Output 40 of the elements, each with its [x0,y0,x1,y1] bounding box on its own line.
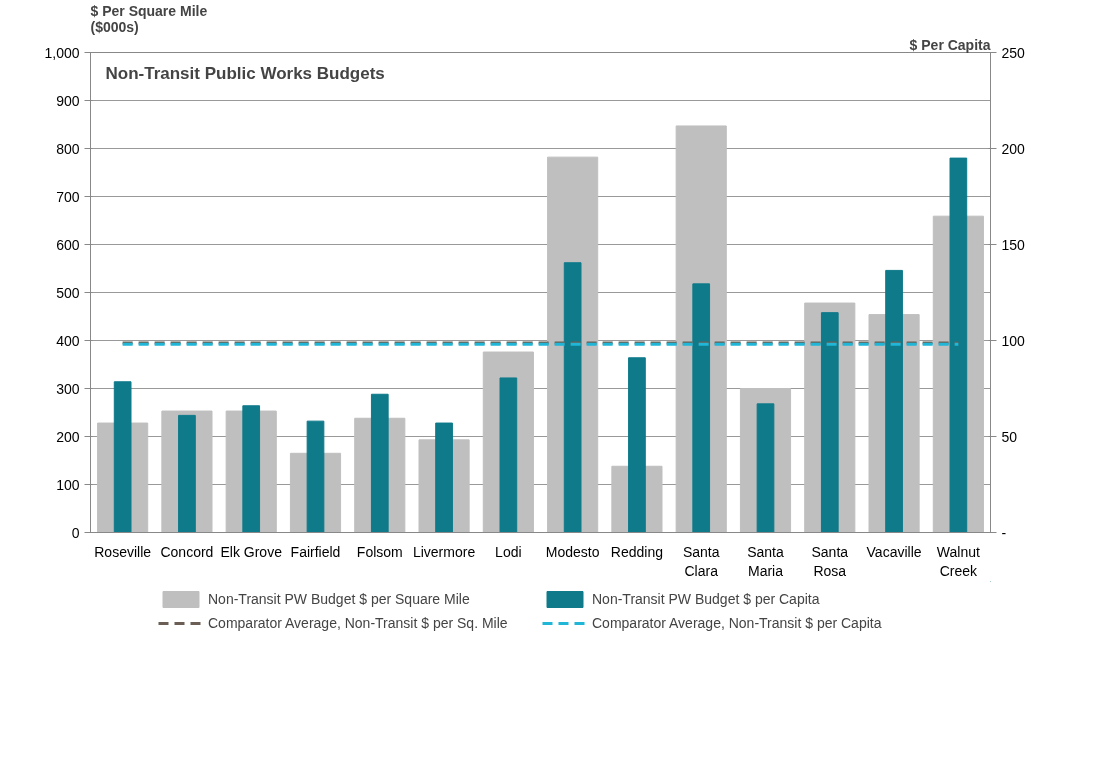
x-tick-label: Vacaville [866,543,922,560]
y-tick-label: 900 [56,92,80,109]
x-tick-label: Walnut Creek [936,543,980,579]
legend-label: Comparator Average, Non-Transit $ per Sq. Mile [208,615,509,631]
y2-tick-label: 150 [1001,236,1026,253]
y2-tick-label: 50 [1001,428,1018,445]
legend-label: Non-Transit PW Budget $ per Square Mile [208,591,471,607]
x-tick-label: Elk Grove [220,543,283,560]
y2-tick-label: 200 [1001,140,1026,157]
x-tick-label: Modesto [545,543,600,560]
y-axis-title: $ Per Square Mile ($000s) [90,2,208,35]
y2-tick-label: - [1001,524,1007,541]
x-tick-label: Santa Maria [747,543,785,579]
y-tick-label: 800 [56,140,80,157]
y-tick-label: 300 [56,380,80,397]
legend-label: Comparator Average, Non-Transit $ per Capita [592,615,883,631]
y2-tick-label: 100 [1001,332,1026,349]
x-tick-label: Lodi [495,543,522,560]
bar [563,262,582,533]
x-tick-label: Santa Rosa [811,543,849,579]
y-tick-label: 600 [56,236,80,253]
bar [692,283,711,533]
x-tick-label: Fairfield [290,543,341,560]
y-tick-label: 200 [56,428,80,445]
y-tick-label: 400 [56,332,80,349]
y-tick-label: 1,000 [44,44,80,61]
y2-axis-title: $ Per Capita [909,36,991,53]
text: Non-Transit Public Works Budgets [105,63,385,83]
y2-tick-label: 250 [1001,44,1026,61]
y-tick-label: 500 [56,284,80,301]
y-tick-label: 100 [56,476,80,493]
x-tick-label: Roseville [94,543,152,560]
y-tick-label: 700 [56,188,80,205]
x-tick-label: Folsom [356,543,403,560]
x-tick-label: Santa Clara [682,543,720,579]
x-tick-label: Concord [160,543,214,560]
y-tick-label: 0 [71,524,80,541]
x-tick-label: Redding [610,543,664,560]
x-tick-label: Livermore [412,543,476,560]
legend-label: Non-Transit PW Budget $ per Capita [592,591,821,607]
